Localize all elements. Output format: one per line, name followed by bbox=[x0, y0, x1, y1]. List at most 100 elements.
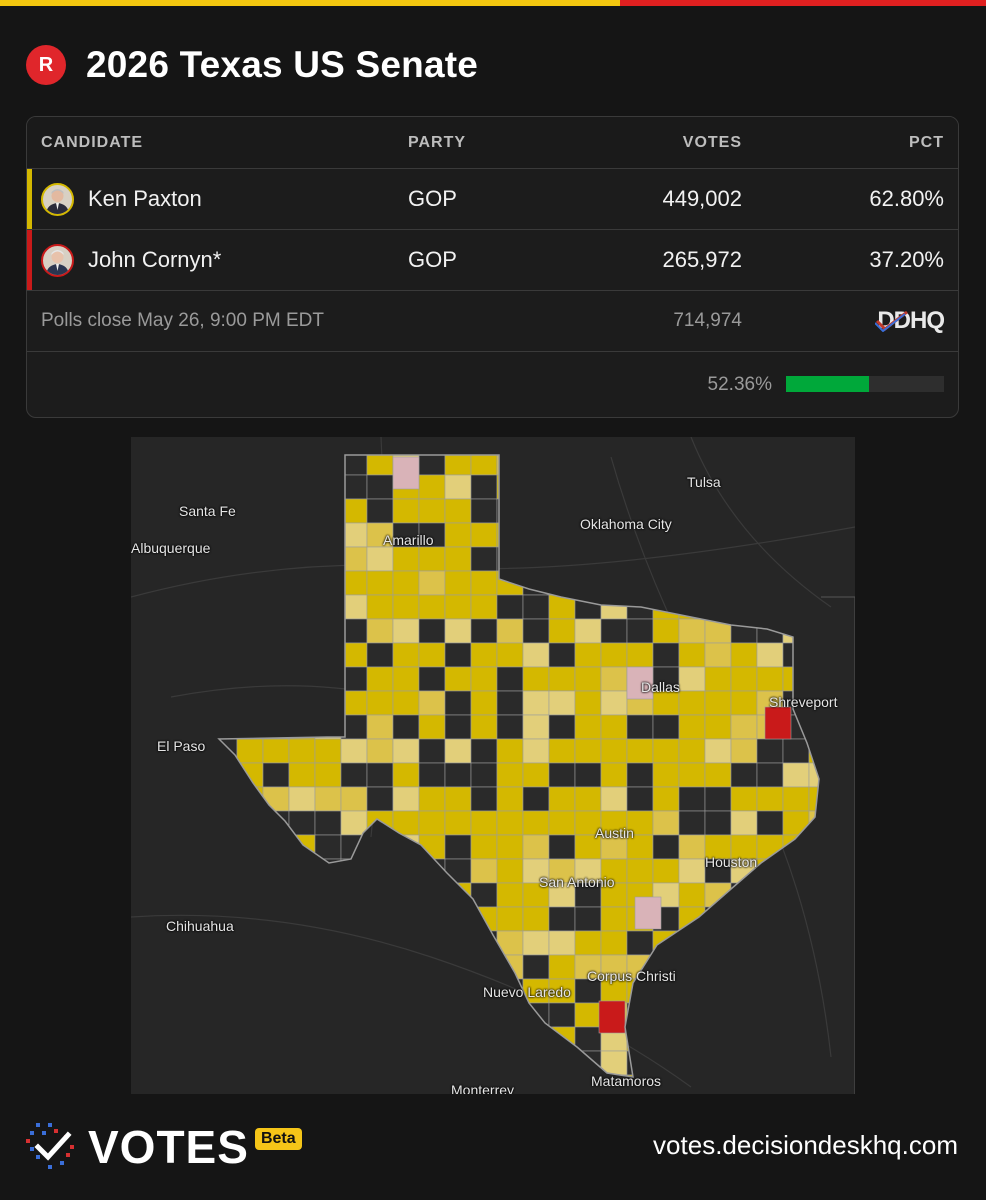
county-shape[interactable] bbox=[678, 666, 706, 692]
county-shape[interactable] bbox=[340, 810, 368, 836]
county-shape[interactable] bbox=[392, 738, 420, 764]
county-shape[interactable] bbox=[444, 618, 472, 644]
county-shape[interactable] bbox=[522, 594, 550, 620]
county-shape[interactable] bbox=[392, 810, 420, 836]
county-shape[interactable] bbox=[470, 642, 498, 668]
county-shape[interactable] bbox=[418, 714, 446, 740]
county-shape[interactable] bbox=[366, 546, 394, 572]
county-shape[interactable] bbox=[782, 786, 810, 812]
county-shape[interactable] bbox=[366, 594, 394, 620]
column-header-pct[interactable]: PCT bbox=[909, 133, 944, 151]
county-shape[interactable] bbox=[626, 930, 654, 956]
county-shape[interactable] bbox=[366, 762, 394, 788]
county-shape[interactable] bbox=[392, 666, 420, 692]
county-shape[interactable] bbox=[496, 810, 524, 836]
county-shape[interactable] bbox=[392, 594, 420, 620]
county-shape[interactable] bbox=[548, 738, 576, 764]
county-shape[interactable] bbox=[444, 498, 472, 524]
county-shape[interactable] bbox=[340, 786, 368, 812]
footer-url-link[interactable]: votes.decisiondeskhq.com bbox=[653, 1130, 958, 1160]
county-shape[interactable] bbox=[756, 786, 784, 812]
county-shape[interactable] bbox=[340, 738, 368, 764]
county-shape[interactable] bbox=[496, 738, 524, 764]
county-shape[interactable] bbox=[418, 618, 446, 644]
county-shape[interactable] bbox=[548, 690, 576, 716]
county-shape[interactable] bbox=[626, 618, 654, 644]
county-shape[interactable] bbox=[548, 906, 576, 932]
county-shape[interactable] bbox=[444, 522, 472, 548]
county-shape[interactable] bbox=[626, 738, 654, 764]
column-header-party[interactable]: PARTY bbox=[408, 133, 467, 151]
county-shape-highlight[interactable] bbox=[598, 1000, 626, 1034]
county-shape[interactable] bbox=[574, 666, 602, 692]
county-shape[interactable] bbox=[522, 834, 550, 860]
county-shape[interactable] bbox=[808, 762, 835, 788]
county-shape[interactable] bbox=[470, 474, 498, 500]
county-shape[interactable] bbox=[418, 786, 446, 812]
county-shape[interactable] bbox=[548, 714, 576, 740]
county-shape[interactable] bbox=[522, 690, 550, 716]
county-shape[interactable] bbox=[730, 762, 758, 788]
county-shape[interactable] bbox=[678, 642, 706, 668]
county-shape[interactable] bbox=[444, 570, 472, 596]
county-shape[interactable] bbox=[678, 618, 706, 644]
county-shape[interactable] bbox=[418, 738, 446, 764]
county-shape[interactable] bbox=[782, 738, 810, 764]
county-shape[interactable] bbox=[496, 906, 524, 932]
county-shape[interactable] bbox=[600, 738, 628, 764]
county-shape[interactable] bbox=[626, 810, 654, 836]
county-shape[interactable] bbox=[548, 786, 576, 812]
county-shape[interactable] bbox=[678, 738, 706, 764]
county-shape[interactable] bbox=[730, 786, 758, 812]
county-shape[interactable] bbox=[522, 666, 550, 692]
county-shape[interactable] bbox=[704, 786, 732, 812]
county-shape[interactable] bbox=[340, 762, 368, 788]
county-shape[interactable] bbox=[470, 834, 498, 860]
county-shape[interactable] bbox=[418, 546, 446, 572]
county-shape-highlight[interactable] bbox=[634, 896, 662, 930]
county-shape[interactable] bbox=[314, 762, 342, 788]
county-shape[interactable] bbox=[392, 642, 420, 668]
county-shape[interactable] bbox=[470, 762, 498, 788]
county-shape[interactable] bbox=[522, 762, 550, 788]
county-shape[interactable] bbox=[366, 618, 394, 644]
county-shape[interactable] bbox=[444, 474, 472, 500]
county-shape[interactable] bbox=[600, 978, 628, 1004]
county-shape[interactable] bbox=[704, 810, 732, 836]
county-shape[interactable] bbox=[366, 786, 394, 812]
county-shape[interactable] bbox=[444, 666, 472, 692]
county-shape[interactable] bbox=[366, 690, 394, 716]
county-shape[interactable] bbox=[366, 738, 394, 764]
county-shape[interactable] bbox=[652, 690, 680, 716]
county-shape[interactable] bbox=[730, 834, 758, 860]
county-shape[interactable] bbox=[366, 666, 394, 692]
county-shape[interactable] bbox=[470, 570, 498, 596]
county-shape[interactable] bbox=[600, 714, 628, 740]
county-shape[interactable] bbox=[314, 738, 342, 764]
county-shape[interactable] bbox=[626, 858, 654, 884]
column-header-votes[interactable]: VOTES bbox=[682, 133, 742, 151]
county-shape[interactable] bbox=[548, 954, 576, 980]
county-shape[interactable] bbox=[574, 1026, 602, 1052]
county-results-map[interactable]: Santa Fe Albuquerque Amarillo Tulsa Okla… bbox=[131, 437, 855, 1094]
county-shape[interactable] bbox=[366, 642, 394, 668]
county-shape[interactable] bbox=[808, 786, 835, 812]
column-header-candidate[interactable]: CANDIDATE bbox=[41, 133, 144, 151]
county-shape[interactable] bbox=[418, 498, 446, 524]
county-shape[interactable] bbox=[496, 690, 524, 716]
county-shape[interactable] bbox=[522, 930, 550, 956]
county-shape[interactable] bbox=[600, 906, 628, 932]
county-shape[interactable] bbox=[548, 618, 576, 644]
county-shape[interactable] bbox=[704, 642, 732, 668]
county-shape[interactable] bbox=[496, 666, 524, 692]
county-shape[interactable] bbox=[392, 690, 420, 716]
county-shape[interactable] bbox=[444, 642, 472, 668]
county-shape[interactable] bbox=[314, 810, 342, 836]
county-shape[interactable] bbox=[600, 642, 628, 668]
county-shape[interactable] bbox=[444, 594, 472, 620]
county-shape[interactable] bbox=[392, 618, 420, 644]
county-shape[interactable] bbox=[678, 882, 706, 908]
county-shape[interactable] bbox=[730, 810, 758, 836]
county-shape[interactable] bbox=[522, 738, 550, 764]
county-shape[interactable] bbox=[574, 714, 602, 740]
